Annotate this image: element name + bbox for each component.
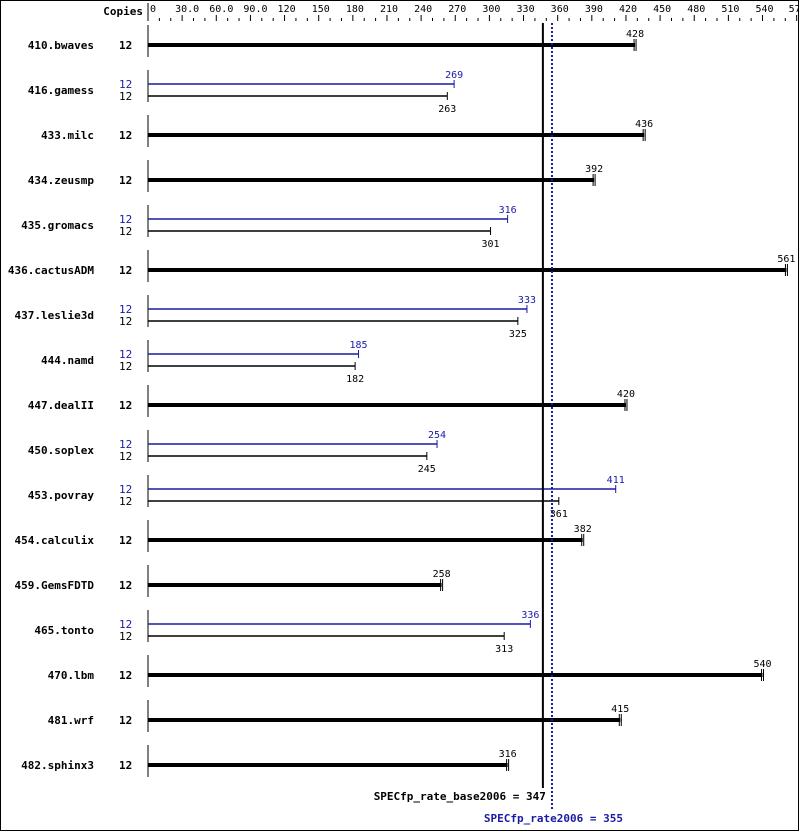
peak-value-label: 185 bbox=[349, 340, 367, 351]
base-value-label: 316 bbox=[499, 749, 517, 760]
base-value-label: 392 bbox=[585, 164, 603, 175]
peak-value-label: 254 bbox=[428, 430, 446, 441]
base-copies: 12 bbox=[119, 630, 132, 643]
base-copies: 12 bbox=[119, 669, 132, 682]
peak-copies: 12 bbox=[119, 438, 132, 451]
peak-value-label: 336 bbox=[521, 610, 539, 621]
base-copies: 12 bbox=[119, 225, 132, 238]
x-tick-label: 30.0 bbox=[175, 4, 199, 15]
base-copies: 12 bbox=[119, 495, 132, 508]
base-mean-label: SPECfp_rate_base2006 = 347 bbox=[374, 790, 546, 803]
base-value-label: 420 bbox=[617, 389, 635, 400]
x-tick-label: 570 bbox=[789, 4, 799, 15]
benchmark-label: 453.povray bbox=[28, 489, 95, 502]
x-tick-label: 180 bbox=[346, 4, 364, 15]
base-value-label: 382 bbox=[574, 524, 592, 535]
peak-copies: 12 bbox=[119, 213, 132, 226]
benchmark-label: 447.dealII bbox=[28, 399, 94, 412]
benchmark-label: 410.bwaves bbox=[28, 39, 94, 52]
benchmark-label: 465.tonto bbox=[34, 624, 94, 637]
benchmark-label: 437.leslie3d bbox=[15, 309, 94, 322]
base-copies: 12 bbox=[119, 90, 132, 103]
benchmark-label: 482.sphinx3 bbox=[21, 759, 94, 772]
base-value-label: 182 bbox=[346, 374, 364, 385]
copies-header: Copies bbox=[103, 5, 143, 18]
peak-copies: 12 bbox=[119, 348, 132, 361]
peak-value-label: 269 bbox=[445, 70, 463, 81]
x-tick-label: 300 bbox=[482, 4, 500, 15]
x-tick-label: 330 bbox=[517, 4, 535, 15]
x-tick-label: 150 bbox=[312, 4, 330, 15]
base-value-label: 540 bbox=[753, 659, 771, 670]
base-copies: 12 bbox=[119, 360, 132, 373]
x-tick-label: 60.0 bbox=[209, 4, 233, 15]
base-copies: 12 bbox=[119, 399, 132, 412]
base-copies: 12 bbox=[119, 579, 132, 592]
base-copies: 12 bbox=[119, 315, 132, 328]
base-value-label: 258 bbox=[433, 569, 451, 580]
x-tick-label: 270 bbox=[448, 4, 466, 15]
peak-copies: 12 bbox=[119, 618, 132, 631]
base-value-label: 561 bbox=[777, 254, 795, 265]
base-copies: 12 bbox=[119, 534, 132, 547]
x-tick-label: 0 bbox=[150, 4, 156, 15]
x-tick-label: 540 bbox=[756, 4, 774, 15]
base-copies: 12 bbox=[119, 174, 132, 187]
base-copies: 12 bbox=[119, 759, 132, 772]
benchmark-label: 450.soplex bbox=[28, 444, 95, 457]
benchmark-label: 481.wrf bbox=[48, 714, 94, 727]
base-value-label: 301 bbox=[482, 239, 500, 250]
x-tick-label: 450 bbox=[653, 4, 671, 15]
base-value-label: 313 bbox=[495, 644, 513, 655]
x-tick-label: 420 bbox=[619, 4, 637, 15]
benchmark-label: 470.lbm bbox=[48, 669, 95, 682]
x-tick-label: 390 bbox=[585, 4, 603, 15]
base-copies: 12 bbox=[119, 39, 132, 52]
base-value-label: 325 bbox=[509, 329, 527, 340]
base-copies: 12 bbox=[119, 129, 132, 142]
base-value-label: 436 bbox=[635, 119, 653, 130]
x-tick-label: 510 bbox=[721, 4, 739, 15]
base-copies: 12 bbox=[119, 264, 132, 277]
x-tick-label: 240 bbox=[414, 4, 432, 15]
x-tick-label: 210 bbox=[380, 4, 398, 15]
base-value-label: 263 bbox=[438, 104, 456, 115]
x-tick-label: 480 bbox=[687, 4, 705, 15]
base-value-label: 428 bbox=[626, 29, 644, 40]
x-tick-label: 360 bbox=[551, 4, 569, 15]
peak-copies: 12 bbox=[119, 78, 132, 91]
peak-value-label: 333 bbox=[518, 295, 536, 306]
peak-value-label: 316 bbox=[499, 205, 517, 216]
peak-copies: 12 bbox=[119, 483, 132, 496]
x-tick-label: 90.0 bbox=[243, 4, 267, 15]
base-value-label: 245 bbox=[418, 464, 436, 475]
base-copies: 12 bbox=[119, 450, 132, 463]
peak-mean-label: SPECfp_rate2006 = 355 bbox=[484, 812, 623, 825]
base-copies: 12 bbox=[119, 714, 132, 727]
base-value-label: 361 bbox=[550, 509, 568, 520]
benchmark-label: 444.namd bbox=[41, 354, 94, 367]
benchmark-label: 416.gamess bbox=[28, 84, 94, 97]
benchmark-label: 433.milc bbox=[41, 129, 94, 142]
x-tick-label: 120 bbox=[278, 4, 296, 15]
benchmark-label: 459.GemsFDTD bbox=[15, 579, 95, 592]
benchmark-label: 454.calculix bbox=[15, 534, 95, 547]
base-value-label: 415 bbox=[611, 704, 629, 715]
benchmark-label: 436.cactusADM bbox=[8, 264, 94, 277]
peak-value-label: 411 bbox=[607, 475, 625, 486]
benchmark-label: 434.zeusmp bbox=[28, 174, 95, 187]
peak-copies: 12 bbox=[119, 303, 132, 316]
benchmark-label: 435.gromacs bbox=[21, 219, 94, 232]
